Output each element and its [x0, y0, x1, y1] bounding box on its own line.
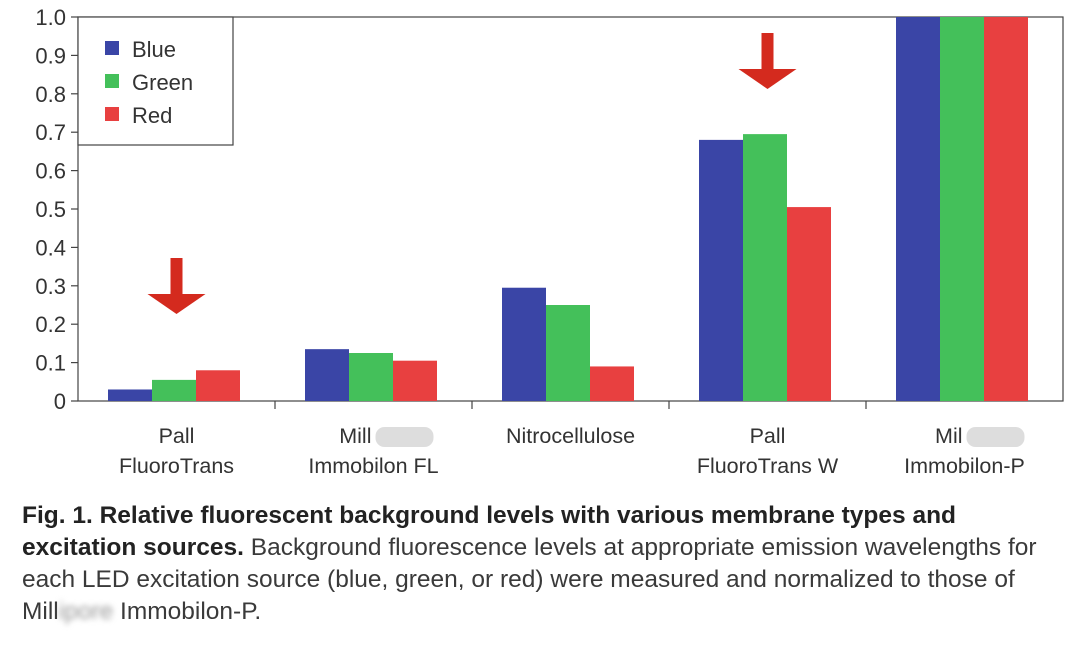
- caption-body: Background fluorescence levels at approp…: [22, 534, 1037, 625]
- bar-red: [393, 360, 437, 401]
- bar-red: [984, 17, 1028, 401]
- x-tick-label: FluoroTrans W: [697, 454, 839, 478]
- y-tick-label: 0.4: [35, 235, 66, 260]
- legend-label-blue: Blue: [132, 37, 176, 62]
- bar-green: [152, 379, 196, 401]
- x-tick-label: Immobilon FL: [308, 454, 438, 478]
- y-tick-label: 0.7: [35, 120, 66, 145]
- bar-blue: [305, 349, 349, 401]
- legend-swatch-green: [105, 74, 119, 88]
- arrow-head: [147, 294, 206, 314]
- bar-red: [787, 207, 831, 401]
- y-tick-label: 0.1: [35, 351, 66, 376]
- x-tick-label: Mil: [935, 424, 962, 448]
- x-tick-label: Pall: [159, 424, 195, 448]
- y-tick-label: 0.9: [35, 43, 66, 68]
- y-tick-label: 0: [54, 389, 66, 414]
- bar-blue: [699, 139, 743, 401]
- annotation-arrow: [738, 33, 797, 89]
- caption-end: Immobilon-P.: [113, 598, 262, 625]
- y-tick-label: 0.6: [35, 159, 66, 184]
- legend-box: [77, 16, 234, 146]
- bar-red: [590, 366, 634, 401]
- bar-green: [349, 353, 393, 401]
- arrow-shaft: [761, 33, 774, 69]
- caption-title: Fig. 1. Relative fluorescent background …: [22, 502, 957, 561]
- x-tick-label: Pall: [750, 424, 786, 448]
- x-tick-label: Immobilon-P: [904, 454, 1025, 478]
- y-tick-label: 0.8: [35, 82, 66, 107]
- y-tick-label: 1.0: [35, 5, 66, 30]
- bar-blue: [108, 389, 152, 401]
- legend-label-red: Red: [132, 103, 172, 128]
- y-tick-label: 0.3: [35, 274, 66, 299]
- annotation-arrow: [147, 258, 206, 314]
- blurred-text-mark: [375, 427, 434, 447]
- caption-blurred-text: ipore: [58, 598, 114, 625]
- legend-label-green: Green: [132, 70, 193, 95]
- x-tick-label: FluoroTrans: [119, 454, 234, 478]
- y-tick-label: 0.2: [35, 312, 66, 337]
- arrow-head: [738, 69, 797, 89]
- legend-swatch-red: [105, 107, 119, 121]
- figure-caption: Fig. 1. Relative fluorescent background …: [22, 500, 1062, 628]
- legend-swatch-blue: [105, 41, 119, 55]
- x-tick-label: Nitrocellulose: [506, 424, 635, 448]
- bar-red: [196, 370, 240, 401]
- bar-blue: [896, 17, 940, 401]
- arrow-shaft: [170, 258, 183, 294]
- bar-green: [743, 134, 787, 401]
- bar-blue: [502, 287, 546, 401]
- bar-green: [546, 305, 590, 401]
- blurred-text-mark: [966, 427, 1025, 447]
- x-tick-label: Mill: [339, 424, 371, 448]
- bar-chart: 0 0.1 0.2 0.3 0.4 0.5 0.6 0.7 0.8 0.9 1.0 Pall Fluor…: [35, 5, 1064, 478]
- y-tick-label: 0.5: [35, 197, 66, 222]
- bar-green: [940, 17, 984, 401]
